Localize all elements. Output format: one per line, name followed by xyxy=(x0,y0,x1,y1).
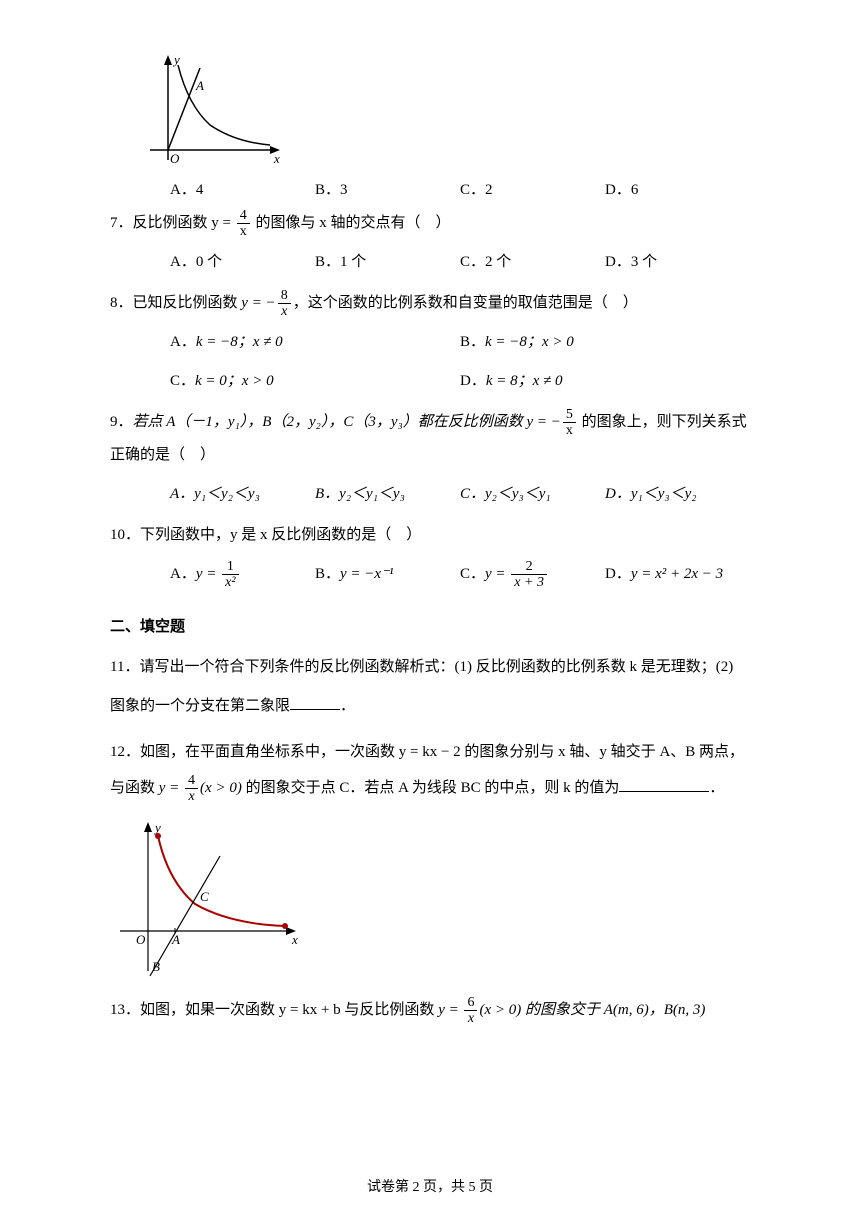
q11-blank xyxy=(290,695,340,710)
point-a-label: A xyxy=(195,78,204,93)
q8-text-before: 已知反比例函数 xyxy=(133,295,242,311)
q9-number: 9． xyxy=(110,414,133,430)
q11-number: 11． xyxy=(110,659,139,675)
q12-fraction: 4x xyxy=(185,773,198,805)
question-9: 9．若点 A（－1，y₁），B（2，y₂），C（3，y₃）都在反比例函数 y =… xyxy=(110,406,750,511)
q6-graph-svg: y x O A xyxy=(140,50,290,170)
question-13: 13．如图，如果一次函数 y = kx + b 与反比例函数 y = 6x(x … xyxy=(110,994,750,1027)
axis-y-label: y xyxy=(172,52,180,67)
q8-number: 8． xyxy=(110,295,133,311)
question-7: 7．反比例函数 y = 4x 的图像与 x 轴的交点有（ ） A．0 个 B．1… xyxy=(110,207,750,279)
choice-c: C．2 xyxy=(460,178,605,199)
origin-label: O xyxy=(170,151,180,166)
choice-b: B．k = −8；x > 0 xyxy=(460,326,750,359)
choice-a: A．y = 1x² xyxy=(170,558,315,591)
svg-text:B: B xyxy=(152,959,160,974)
choice-c: C．2 个 xyxy=(460,246,605,279)
q9-line: 9．若点 A（－1，y₁），B（2，y₂），C（3，y₃）都在反比例函数 y =… xyxy=(110,414,747,463)
q8-text-after: ，这个函数的比例系数和自变量的取值范围是（ ） xyxy=(293,295,638,311)
choice-d: D．3 个 xyxy=(605,246,750,279)
q8-lhs: y = − xyxy=(241,295,275,311)
q13-text2: 的图象交于 A(m, 6)，B(n, 3) xyxy=(521,1002,705,1018)
svg-text:O: O xyxy=(136,932,146,947)
q6-choices: A．4 B．3 C．2 D．6 xyxy=(170,178,750,199)
axis-x-label: x xyxy=(273,151,280,166)
q13-fraction: 6x xyxy=(464,995,477,1027)
svg-text:A: A xyxy=(171,932,180,947)
question-11: 11．请写出一个符合下列条件的反比例函数解析式：(1) 反比例函数的比例系数 k… xyxy=(110,648,750,726)
q12-blank xyxy=(619,777,709,792)
choice-d: D．y₁＜y₃＜y₂ xyxy=(605,478,750,511)
choice-c: C．y₂＜y₃＜y₁ xyxy=(460,478,605,511)
q7-number: 7． xyxy=(110,215,133,231)
choice-b: B．y = −x⁻¹ xyxy=(315,558,460,591)
q12-text2: 的图象交于点 C．若点 A 为线段 BC 的中点，则 k 的值为 xyxy=(242,780,620,796)
q12-figure: y x O A B C xyxy=(110,816,750,986)
choice-d: D．6 xyxy=(605,178,750,199)
q12-graph-svg: y x O A B C xyxy=(110,816,310,986)
choice-a: A．4 xyxy=(170,178,315,199)
q7-fraction: 4x xyxy=(237,208,250,240)
question-10: 10．下列函数中，y 是 x 反比例函数的是（ ） A．y = 1x² B．y … xyxy=(110,519,750,591)
choice-a: A．y₁＜y₂＜y₃ xyxy=(170,478,315,511)
q10-text: 下列函数中，y 是 x 反比例函数的是（ ） xyxy=(140,527,421,543)
choice-c: C．y = 2x + 3 xyxy=(460,558,605,591)
choice-a: A．0 个 xyxy=(170,246,315,279)
q11-text: 请写出一个符合下列条件的反比例函数解析式：(1) 反比例函数的比例系数 k 是无… xyxy=(110,659,733,714)
q8-choices-row2: C．k = 0；x > 0 D．k = 8；x ≠ 0 xyxy=(170,365,750,398)
choice-d: D．y = x² + 2x − 3 xyxy=(605,558,750,591)
q13-text1: 如图，如果一次函数 y = kx + b 与反比例函数 xyxy=(140,1002,438,1018)
q10-choices: A．y = 1x² B．y = −x⁻¹ C．y = 2x + 3 D．y = … xyxy=(170,558,750,591)
q8-fraction: 8x xyxy=(278,288,291,320)
q10-number: 10． xyxy=(110,527,140,543)
q9-choices: A．y₁＜y₂＜y₃ B．y₂＜y₁＜y₃ C．y₂＜y₃＜y₁ D．y₁＜y₃… xyxy=(170,478,750,511)
q12-number: 12． xyxy=(110,744,140,760)
q8-choices-row1: A．k = −8；x ≠ 0 B．k = −8；x > 0 xyxy=(170,326,750,359)
choice-c: C．k = 0；x > 0 xyxy=(170,365,460,398)
q7-choices: A．0 个 B．1 个 C．2 个 D．3 个 xyxy=(170,246,750,279)
choice-b: B．y₂＜y₁＜y₃ xyxy=(315,478,460,511)
choice-a: A．k = −8；x ≠ 0 xyxy=(170,326,460,359)
section-2-header: 二、填空题 xyxy=(110,615,750,636)
svg-text:C: C xyxy=(200,889,209,904)
q6-figure: y x O A xyxy=(140,50,750,170)
q13-number: 13． xyxy=(110,1002,140,1018)
q7-text-after: 的图像与 x 轴的交点有（ ） xyxy=(252,215,451,231)
q7-text-before: 反比例函数 y = xyxy=(133,215,235,231)
question-8: 8．已知反比例函数 y = −8x，这个函数的比例系数和自变量的取值范围是（ ）… xyxy=(110,287,750,398)
q9-text1: 若点 A（－1，y₁），B（2，y₂），C（3，y₃）都在反比例函数 y = − xyxy=(133,414,561,430)
question-12: 12．如图，在平面直角坐标系中，一次函数 y = kx − 2 的图象分别与 x… xyxy=(110,734,750,806)
svg-text:y: y xyxy=(153,820,161,835)
q9-fraction: 5x xyxy=(563,407,576,439)
choice-b: B．1 个 xyxy=(315,246,460,279)
choice-b: B．3 xyxy=(315,178,460,199)
choice-d: D．k = 8；x ≠ 0 xyxy=(460,365,750,398)
page-footer: 试卷第 2 页，共 5 页 xyxy=(0,1176,860,1196)
svg-text:x: x xyxy=(291,932,298,947)
